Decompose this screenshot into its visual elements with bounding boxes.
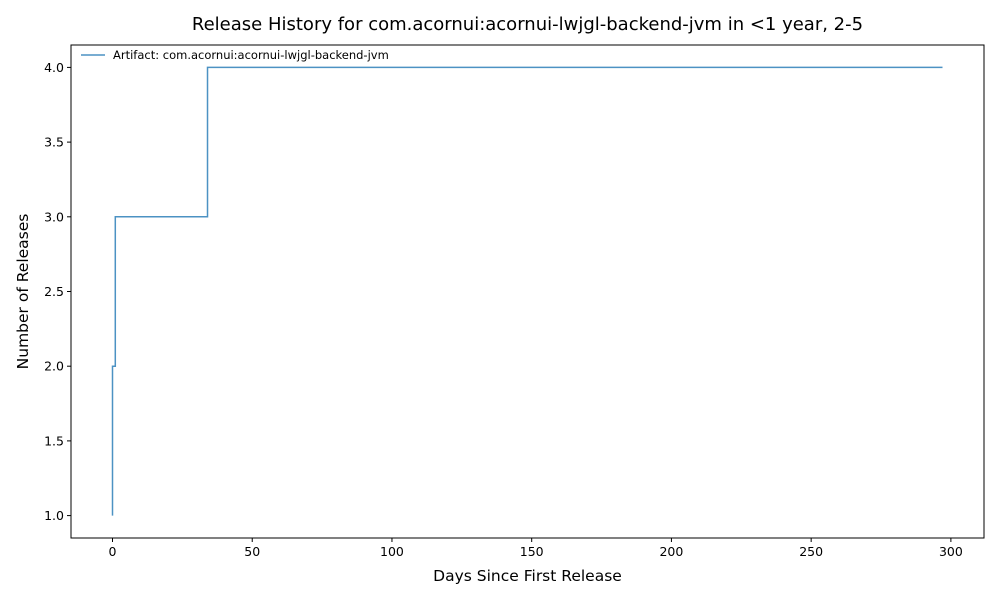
x-tick-label: 250 (799, 544, 823, 559)
y-tick-label: 1.5 (44, 433, 64, 448)
series-line (111, 66, 943, 516)
series-layer (111, 66, 943, 516)
y-tick-label: 2.0 (44, 359, 64, 374)
legend-label: Artifact: com.acornui:acornui-lwjgl-back… (113, 48, 389, 62)
x-tick-label: 100 (380, 544, 404, 559)
x-tick-label: 50 (244, 544, 260, 559)
x-axis-label: Days Since First Release (433, 567, 622, 585)
y-tick-label: 3.5 (44, 135, 64, 150)
y-axis: 1.0 1.5 2.0 2.5 3.0 3.5 4.0 (44, 60, 71, 523)
legend: Artifact: com.acornui:acornui-lwjgl-back… (81, 48, 389, 62)
x-tick-label: 200 (659, 544, 683, 559)
y-axis-label: Number of Releases (14, 214, 32, 370)
y-tick-label: 3.0 (44, 209, 64, 224)
x-tick-label: 150 (520, 544, 544, 559)
chart-title: Release History for com.acornui:acornui-… (192, 14, 863, 35)
x-tick-label: 300 (939, 544, 963, 559)
y-tick-label: 4.0 (44, 60, 64, 75)
x-tick-label: 0 (109, 544, 117, 559)
x-axis: 0 50 100 150 200 250 300 (109, 538, 963, 559)
y-tick-label: 1.0 (44, 508, 64, 523)
y-tick-label: 2.5 (44, 284, 64, 299)
